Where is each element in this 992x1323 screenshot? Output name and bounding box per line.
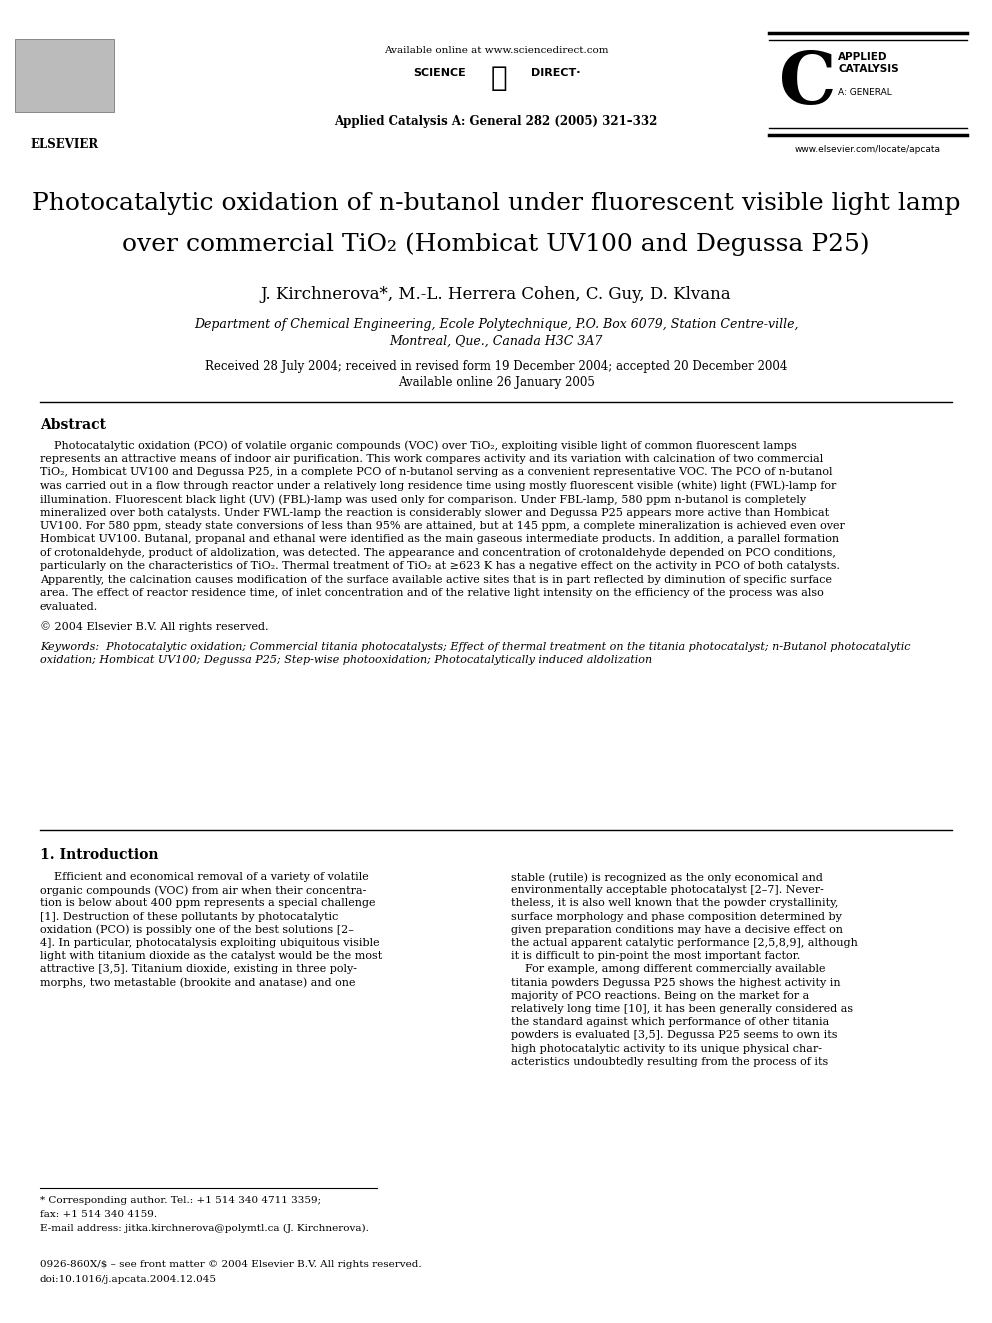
Text: For example, among different commercially available: For example, among different commerciall…	[511, 964, 825, 975]
Text: environmentally acceptable photocatalyst [2–7]. Never-: environmentally acceptable photocatalyst…	[511, 885, 823, 896]
Text: powders is evaluated [3,5]. Degussa P25 seems to own its: powders is evaluated [3,5]. Degussa P25 …	[511, 1031, 837, 1040]
FancyBboxPatch shape	[15, 40, 114, 112]
Text: ELSEVIER: ELSEVIER	[31, 138, 98, 151]
Text: Efficient and economical removal of a variety of volatile: Efficient and economical removal of a va…	[40, 872, 368, 882]
Text: organic compounds (VOC) from air when their concentra-: organic compounds (VOC) from air when th…	[40, 885, 366, 896]
Text: relatively long time [10], it has been generally considered as: relatively long time [10], it has been g…	[511, 1004, 853, 1013]
Text: 1. Introduction: 1. Introduction	[40, 848, 158, 863]
Text: the standard against which performance of other titania: the standard against which performance o…	[511, 1017, 829, 1027]
Text: Available online 26 January 2005: Available online 26 January 2005	[398, 376, 594, 389]
Text: Photocatalytic oxidation (PCO) of volatile organic compounds (VOC) over TiO₂, ex: Photocatalytic oxidation (PCO) of volati…	[40, 441, 797, 451]
Text: Keywords:  Photocatalytic oxidation; Commercial titania photocatalysts; Effect o: Keywords: Photocatalytic oxidation; Comm…	[40, 642, 911, 651]
Text: particularly on the characteristics of TiO₂. Thermal treatment of TiO₂ at ≥623 K: particularly on the characteristics of T…	[40, 561, 839, 572]
Text: C: C	[779, 48, 836, 119]
Text: morphs, two metastable (brookite and anatase) and one: morphs, two metastable (brookite and ana…	[40, 978, 355, 988]
Text: it is difficult to pin-point the most important factor.: it is difficult to pin-point the most im…	[511, 951, 801, 962]
Text: DIRECT·: DIRECT·	[531, 67, 580, 78]
Text: Received 28 July 2004; received in revised form 19 December 2004; accepted 20 De: Received 28 July 2004; received in revis…	[204, 360, 788, 373]
Text: tion is below about 400 ppm represents a special challenge: tion is below about 400 ppm represents a…	[40, 898, 375, 909]
Text: given preparation conditions may have a decisive effect on: given preparation conditions may have a …	[511, 925, 843, 935]
Text: ⓐ: ⓐ	[491, 64, 507, 93]
Text: 4]. In particular, photocatalysis exploiting ubiquitous visible: 4]. In particular, photocatalysis exploi…	[40, 938, 379, 949]
Text: A: GENERAL: A: GENERAL	[838, 89, 892, 97]
Text: attractive [3,5]. Titanium dioxide, existing in three poly-: attractive [3,5]. Titanium dioxide, exis…	[40, 964, 357, 975]
Text: titania powders Degussa P25 shows the highest activity in: titania powders Degussa P25 shows the hi…	[511, 978, 840, 987]
Text: the actual apparent catalytic performance [2,5,8,9], although: the actual apparent catalytic performanc…	[511, 938, 858, 949]
Text: majority of PCO reactions. Being on the market for a: majority of PCO reactions. Being on the …	[511, 991, 809, 1000]
Text: Applied Catalysis A: General 282 (2005) 321–332: Applied Catalysis A: General 282 (2005) …	[334, 115, 658, 128]
Text: evaluated.: evaluated.	[40, 602, 98, 613]
Text: high photocatalytic activity to its unique physical char-: high photocatalytic activity to its uniq…	[511, 1044, 822, 1053]
Text: Hombicat UV100. Butanal, propanal and ethanal were identified as the main gaseou: Hombicat UV100. Butanal, propanal and et…	[40, 534, 839, 545]
Text: stable (rutile) is recognized as the only economical and: stable (rutile) is recognized as the onl…	[511, 872, 822, 882]
Text: of crotonaldehyde, product of aldolization, was detected. The appearance and con: of crotonaldehyde, product of aldolizati…	[40, 548, 835, 558]
Text: illumination. Fluorescent black light (UV) (FBL)-lamp was used only for comparis: illumination. Fluorescent black light (U…	[40, 493, 806, 504]
Text: surface morphology and phase composition determined by: surface morphology and phase composition…	[511, 912, 842, 922]
Text: oxidation (PCO) is possibly one of the best solutions [2–: oxidation (PCO) is possibly one of the b…	[40, 925, 353, 935]
Text: 0926-860X/$ – see front matter © 2004 Elsevier B.V. All rights reserved.: 0926-860X/$ – see front matter © 2004 El…	[40, 1259, 422, 1269]
Text: acteristics undoubtedly resulting from the process of its: acteristics undoubtedly resulting from t…	[511, 1057, 828, 1066]
Text: theless, it is also well known that the powder crystallinity,: theless, it is also well known that the …	[511, 898, 838, 909]
Text: fax: +1 514 340 4159.: fax: +1 514 340 4159.	[40, 1211, 157, 1218]
Text: Department of Chemical Engineering, Ecole Polytechnique, P.O. Box 6079, Station : Department of Chemical Engineering, Ecol…	[193, 318, 799, 331]
Text: oxidation; Hombicat UV100; Degussa P25; Step-wise photooxidation; Photocatalytic: oxidation; Hombicat UV100; Degussa P25; …	[40, 655, 652, 665]
Text: Montreal, Que., Canada H3C 3A7: Montreal, Que., Canada H3C 3A7	[389, 335, 603, 348]
Text: was carried out in a flow through reactor under a relatively long residence time: was carried out in a flow through reacto…	[40, 480, 836, 491]
Text: Available online at www.sciencedirect.com: Available online at www.sciencedirect.co…	[384, 46, 608, 56]
Text: represents an attractive means of indoor air purification. This work compares ac: represents an attractive means of indoor…	[40, 454, 823, 463]
Text: mineralized over both catalysts. Under FWL-lamp the reaction is considerably slo: mineralized over both catalysts. Under F…	[40, 508, 828, 517]
Text: area. The effect of reactor residence time, of inlet concentration and of the re: area. The effect of reactor residence ti…	[40, 589, 823, 598]
Text: SCIENCE: SCIENCE	[414, 67, 466, 78]
Text: Abstract: Abstract	[40, 418, 106, 433]
Text: © 2004 Elsevier B.V. All rights reserved.: © 2004 Elsevier B.V. All rights reserved…	[40, 622, 268, 632]
Text: E-mail address: jitka.kirchnerova@polymtl.ca (J. Kirchnerova).: E-mail address: jitka.kirchnerova@polymt…	[40, 1224, 369, 1233]
Text: * Corresponding author. Tel.: +1 514 340 4711 3359;: * Corresponding author. Tel.: +1 514 340…	[40, 1196, 320, 1205]
Text: APPLIED
CATALYSIS: APPLIED CATALYSIS	[838, 52, 899, 74]
Text: J. Kirchnerova*, M.-L. Herrera Cohen, C. Guy, D. Klvana: J. Kirchnerova*, M.-L. Herrera Cohen, C.…	[261, 286, 731, 303]
Text: Apparently, the calcination causes modification of the surface available active : Apparently, the calcination causes modif…	[40, 576, 831, 585]
Text: doi:10.1016/j.apcata.2004.12.045: doi:10.1016/j.apcata.2004.12.045	[40, 1275, 216, 1285]
Text: TiO₂, Hombicat UV100 and Degussa P25, in a complete PCO of n-butanol serving as : TiO₂, Hombicat UV100 and Degussa P25, in…	[40, 467, 832, 478]
Text: over commercial TiO₂ (Hombicat UV100 and Degussa P25): over commercial TiO₂ (Hombicat UV100 and…	[122, 232, 870, 255]
Text: www.elsevier.com/locate/apcata: www.elsevier.com/locate/apcata	[795, 146, 941, 153]
Text: light with titanium dioxide as the catalyst would be the most: light with titanium dioxide as the catal…	[40, 951, 382, 962]
Text: Photocatalytic oxidation of n-butanol under fluorescent visible light lamp: Photocatalytic oxidation of n-butanol un…	[32, 192, 960, 216]
Text: UV100. For 580 ppm, steady state conversions of less than 95% are attained, but : UV100. For 580 ppm, steady state convers…	[40, 521, 844, 531]
Text: [1]. Destruction of these pollutants by photocatalytic: [1]. Destruction of these pollutants by …	[40, 912, 338, 922]
